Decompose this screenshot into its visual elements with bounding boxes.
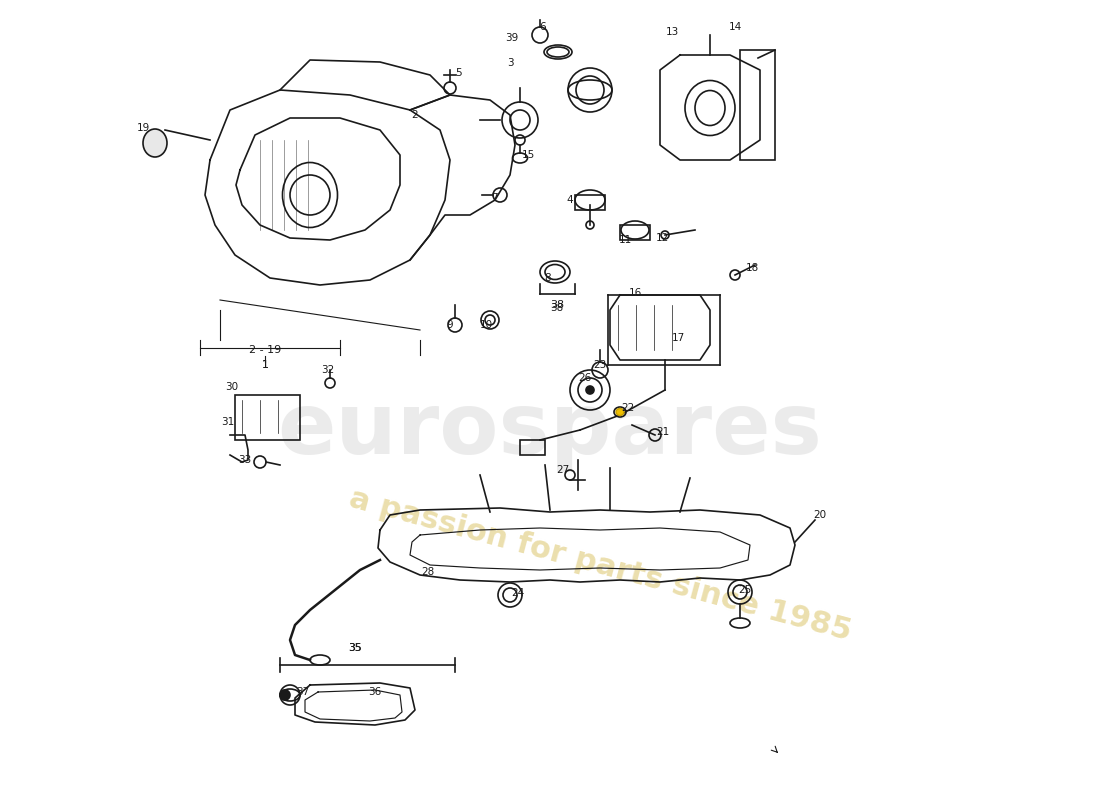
Bar <box>740 50 776 160</box>
Text: 38: 38 <box>550 303 563 313</box>
Text: 28: 28 <box>421 567 434 577</box>
Text: 7: 7 <box>491 193 497 203</box>
Text: 22: 22 <box>621 403 635 413</box>
Text: 24: 24 <box>512 588 525 598</box>
Text: 27: 27 <box>557 465 570 475</box>
Text: 37: 37 <box>296 687 309 697</box>
Text: 17: 17 <box>671 333 684 343</box>
Text: 21: 21 <box>657 427 670 437</box>
Text: 2 - 19: 2 - 19 <box>249 345 282 355</box>
Circle shape <box>586 386 594 394</box>
Text: 13: 13 <box>666 27 679 37</box>
Text: a passion for parts since 1985: a passion for parts since 1985 <box>345 484 855 646</box>
Text: 12: 12 <box>656 233 669 243</box>
Text: 18: 18 <box>746 263 759 273</box>
Text: 19: 19 <box>136 123 150 133</box>
Bar <box>575 195 605 210</box>
Text: 4: 4 <box>566 195 573 205</box>
Ellipse shape <box>143 129 167 157</box>
Bar <box>520 440 544 455</box>
Bar <box>235 395 300 440</box>
Bar <box>620 225 650 240</box>
Text: 14: 14 <box>728 22 741 32</box>
Circle shape <box>280 690 290 700</box>
Text: 9: 9 <box>447 320 453 330</box>
Text: 15: 15 <box>521 150 535 160</box>
Text: 20: 20 <box>813 510 826 520</box>
Text: 1: 1 <box>262 360 268 370</box>
Text: 26: 26 <box>579 373 592 383</box>
Text: 33: 33 <box>239 455 252 465</box>
Text: 5: 5 <box>454 68 461 78</box>
Text: 31: 31 <box>221 417 234 427</box>
Text: 11: 11 <box>618 235 631 245</box>
Text: 35: 35 <box>348 643 362 653</box>
Text: 10: 10 <box>480 320 493 330</box>
Text: eurospares: eurospares <box>277 389 823 471</box>
Text: 36: 36 <box>368 687 382 697</box>
Text: 23: 23 <box>593 360 606 370</box>
Text: 1: 1 <box>262 360 268 370</box>
Text: 3: 3 <box>507 58 514 68</box>
Text: 8: 8 <box>544 273 551 283</box>
Text: 16: 16 <box>628 288 641 298</box>
Ellipse shape <box>616 409 624 415</box>
Text: 25: 25 <box>738 585 751 595</box>
Text: 35: 35 <box>349 643 362 653</box>
Text: 38: 38 <box>550 300 564 310</box>
Text: 39: 39 <box>505 33 518 43</box>
Text: 2: 2 <box>411 110 418 120</box>
Text: 30: 30 <box>226 382 239 392</box>
Text: 6: 6 <box>540 22 547 32</box>
Text: 32: 32 <box>321 365 334 375</box>
